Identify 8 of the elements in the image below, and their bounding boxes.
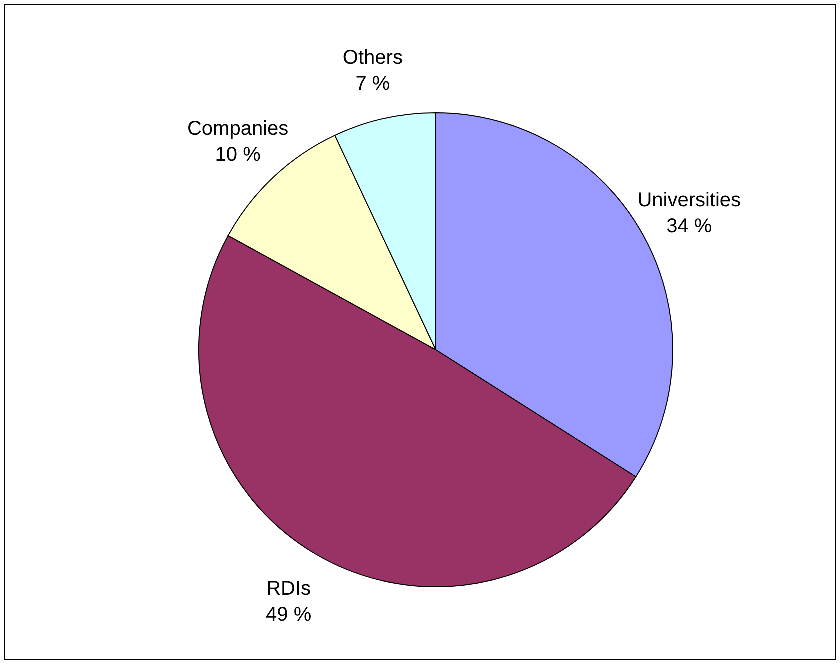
slice-label: Universities (638, 190, 742, 212)
slice-label: RDIs (266, 578, 312, 600)
data-label: 10 % (215, 144, 262, 166)
slice-label: Companies (187, 118, 289, 140)
slice-label: Others (342, 46, 403, 69)
data-label: 49 % (266, 604, 312, 626)
data-label: 34 % (666, 216, 712, 238)
data-label: 7 % (356, 72, 390, 95)
